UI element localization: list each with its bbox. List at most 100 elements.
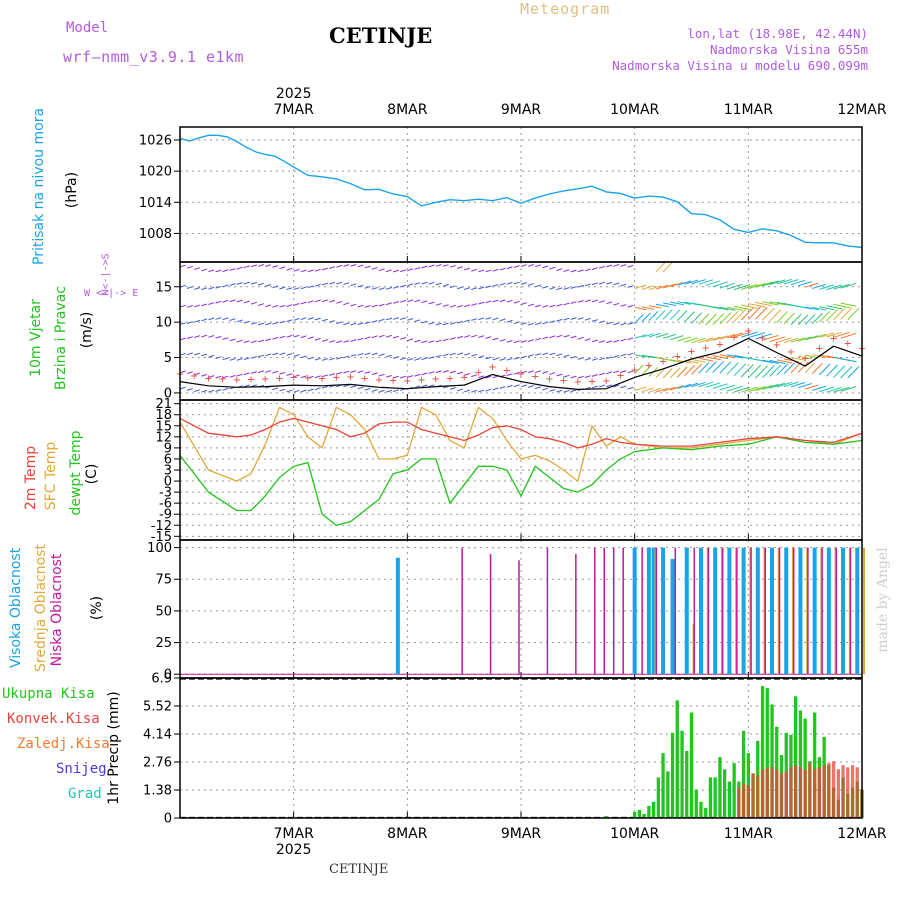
wind-arrow — [513, 265, 520, 268]
wind-arrow — [336, 264, 343, 268]
model-name: wrf—nmm_v3.9.1 e1km — [63, 48, 245, 66]
wind-arrow — [563, 287, 570, 290]
wind-arrow — [733, 363, 747, 377]
wind-arrow — [812, 333, 827, 339]
wind-gust-marker: + — [588, 377, 596, 388]
wind-arrow — [648, 305, 662, 309]
wind-arrow — [826, 387, 842, 393]
wind-arrow — [471, 268, 478, 272]
wind-arrow — [307, 388, 314, 392]
wind-arrow — [826, 331, 842, 338]
wind-gust-marker: + — [503, 366, 511, 377]
wind-arrow — [676, 366, 688, 378]
wind-arrow — [343, 264, 350, 267]
wind-arrow — [691, 363, 703, 375]
wind-arrow — [257, 322, 265, 326]
wind-arrow — [741, 304, 759, 309]
wind-arrow — [527, 322, 534, 326]
wind-arrow — [520, 322, 527, 325]
wind-arrow — [833, 386, 850, 393]
wind-arrow — [520, 370, 527, 374]
wind-arrow — [257, 339, 265, 343]
wind-arrow — [392, 389, 400, 392]
wind-arrow — [407, 338, 414, 342]
wind-arrow — [378, 389, 385, 393]
wind-arrow — [286, 304, 293, 307]
wind-arrow — [314, 357, 321, 361]
wind-arrow — [449, 352, 456, 356]
y-tick-label: 9 — [164, 441, 172, 456]
wind-arrow — [513, 321, 520, 324]
wind-arrow — [591, 282, 598, 286]
wind-arrow — [684, 311, 695, 323]
bottom-year-label: 2025 — [276, 842, 312, 858]
precip-conv-bar — [756, 775, 760, 818]
wind-arrow — [364, 286, 371, 289]
wind-arrow — [698, 313, 710, 325]
wind-arrow — [577, 336, 584, 340]
wind-arrow — [442, 283, 449, 287]
wind-arrow — [478, 389, 485, 393]
wind-gust-marker: + — [659, 356, 667, 367]
wind-arrow — [492, 268, 499, 272]
wind-arrow — [606, 384, 613, 388]
wind-arrow — [797, 355, 813, 360]
wind-arrow — [208, 375, 215, 378]
wind-arrow — [790, 382, 806, 388]
precip-conv-bar — [779, 773, 784, 818]
wind-arrow — [478, 301, 485, 305]
wind-arrow — [506, 340, 513, 343]
wind-arrow — [449, 387, 456, 390]
precip-conv-bar — [775, 769, 779, 818]
dewpt-temp-line — [179, 436, 863, 527]
wind-gust-marker: + — [346, 372, 354, 383]
wind-arrow — [641, 285, 654, 290]
wind-arrow — [336, 371, 343, 375]
wind-arrow — [549, 372, 556, 375]
wind-arrow — [535, 284, 542, 288]
wind-arrow — [563, 302, 570, 306]
wind-arrow — [435, 282, 442, 286]
wind-arrow — [676, 310, 688, 322]
wind-arrow — [492, 299, 499, 303]
wind-arrow — [513, 300, 520, 304]
wind-arrow — [691, 279, 706, 285]
wind-arrow — [385, 389, 392, 393]
wind-arrow — [286, 287, 293, 290]
wind-arrow — [215, 269, 222, 273]
wind-arrow — [215, 285, 222, 289]
wind-arrow — [428, 264, 435, 268]
wind-arrow — [606, 281, 613, 285]
wind-arrow — [321, 282, 328, 286]
wind-arrow — [364, 371, 371, 374]
wind-arrow — [563, 317, 570, 321]
wind-arrow — [201, 287, 208, 291]
wind-arrow — [464, 373, 471, 376]
wind-arrow — [577, 317, 584, 320]
wind-arrow — [343, 384, 350, 388]
y-tick-label: 1026 — [139, 133, 172, 148]
wind-arrow — [435, 322, 442, 326]
wind-arrow — [712, 281, 728, 288]
wind-arrow — [314, 317, 321, 321]
wind-arrow — [542, 336, 549, 340]
wind-arrow — [279, 266, 286, 270]
wind-arrow — [300, 389, 307, 393]
wind-arrow — [577, 269, 584, 273]
y-tick-label: 1014 — [139, 196, 172, 211]
wind-arrow — [670, 385, 684, 391]
wind-arrow — [179, 322, 186, 325]
wind-arrow — [627, 264, 634, 268]
precip-conv-bar — [817, 767, 821, 818]
wind-arrow — [364, 321, 371, 325]
wind-arrow — [776, 278, 792, 285]
wind-arrow — [201, 318, 208, 322]
wind-arrow — [201, 268, 208, 272]
wind-arrow — [677, 383, 691, 389]
wind-arrow — [840, 302, 857, 307]
wind-gust-marker: + — [687, 346, 695, 357]
wind-arrow — [293, 287, 300, 290]
y-tick-label: 50 — [155, 604, 172, 619]
precip-total-bar — [689, 712, 694, 818]
precip-conv-bar — [846, 767, 850, 818]
